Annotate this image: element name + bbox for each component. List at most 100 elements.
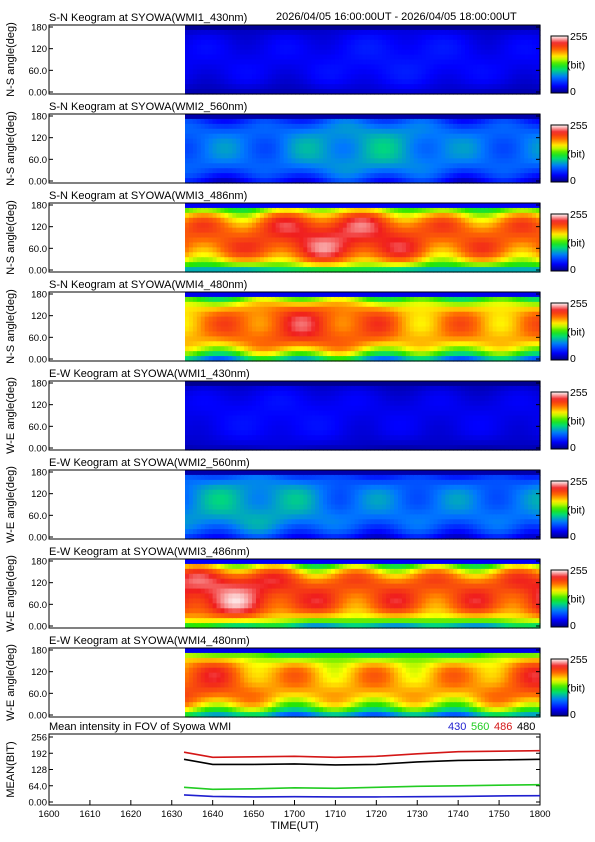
- keogram-cell: [299, 89, 304, 95]
- keogram-cell: [232, 356, 237, 362]
- keogram-cell: [401, 326, 407, 333]
- keogram-cell: [504, 257, 510, 263]
- keogram-cell: [528, 79, 533, 85]
- keogram-cell: [236, 138, 241, 145]
- keogram-cell: [465, 321, 470, 328]
- keogram-cell: [287, 173, 293, 179]
- keogram-cell: [457, 252, 462, 258]
- keogram-cell: [441, 296, 446, 303]
- keogram-cell: [319, 168, 324, 174]
- keogram-cell: [409, 242, 415, 248]
- keogram-cell: [267, 311, 273, 318]
- keogram-cell: [192, 84, 198, 90]
- keogram-cell: [346, 34, 352, 41]
- keogram-cell: [453, 29, 458, 36]
- keogram-cell: [504, 64, 510, 70]
- keogram-cell: [275, 346, 281, 352]
- keogram-cell: [220, 49, 226, 56]
- keogram-cell: [319, 252, 324, 258]
- keogram-cell: [366, 89, 371, 95]
- keogram-cell: [248, 123, 253, 130]
- keogram-cell: [299, 227, 304, 234]
- keogram-cell: [413, 292, 419, 298]
- keogram-cell: [386, 29, 391, 36]
- keogram-cell: [327, 84, 332, 90]
- keogram-cell: [536, 123, 541, 130]
- keogram-cell: [508, 178, 513, 184]
- keogram-cell: [236, 321, 241, 328]
- keogram-cell: [200, 168, 206, 174]
- keogram-cell: [338, 267, 344, 273]
- keogram-cell: [330, 168, 336, 174]
- keogram-cell: [445, 336, 450, 342]
- keogram-cell: [421, 237, 427, 244]
- keogram-cell: [188, 311, 194, 318]
- keogram-cell: [307, 128, 312, 135]
- keogram-cell: [283, 49, 289, 56]
- keogram-cell: [319, 54, 324, 61]
- keogram-cell: [476, 292, 482, 298]
- keogram-cell: [524, 143, 529, 150]
- keogram-cell: [413, 212, 419, 219]
- keogram-cell: [256, 64, 261, 70]
- keogram-cell: [256, 247, 261, 253]
- keogram-cell: [421, 89, 427, 95]
- keogram-cell: [394, 133, 399, 140]
- keogram-cell: [323, 306, 328, 313]
- keogram-cell: [323, 79, 328, 85]
- keogram-cell: [484, 153, 490, 159]
- keogram-cell: [228, 232, 233, 239]
- keogram-cell: [267, 321, 273, 328]
- keogram-cell: [196, 79, 202, 85]
- keogram-cell: [492, 128, 498, 135]
- keogram-cell: [220, 207, 226, 214]
- keogram-cell: [496, 227, 502, 234]
- keogram-cell: [256, 128, 261, 135]
- keogram-cell: [338, 326, 344, 333]
- keogram-cell: [469, 351, 474, 357]
- keogram-cell: [453, 89, 458, 95]
- keogram-cell: [465, 326, 470, 333]
- keogram-cell: [469, 326, 474, 333]
- keogram-cell: [267, 163, 273, 169]
- keogram-cell: [252, 39, 257, 46]
- keogram-cell: [323, 49, 328, 56]
- keogram-cell: [504, 203, 510, 209]
- keogram-cell: [362, 79, 368, 85]
- keogram-cell: [390, 242, 395, 248]
- keogram-cell: [216, 123, 222, 130]
- keogram-cell: [192, 128, 198, 135]
- keogram-cell: [362, 44, 368, 51]
- keogram-cell: [346, 54, 352, 61]
- keogram-cell: [441, 326, 446, 333]
- keogram-cell: [449, 59, 454, 66]
- keogram-cell: [425, 158, 431, 164]
- keogram-cell: [342, 158, 348, 164]
- keogram-cell: [390, 321, 395, 328]
- keogram-cell: [267, 237, 273, 244]
- keogram-cell: [421, 79, 427, 85]
- keogram-cell: [232, 321, 237, 328]
- keogram-cell: [342, 74, 348, 80]
- keogram-cell: [476, 296, 482, 303]
- keogram-cell: [342, 351, 348, 357]
- keogram-cell: [362, 128, 368, 135]
- keogram-panel: S-N Keogram at SYOWA(WMI3_486nm)18012060…: [5, 190, 588, 277]
- keogram-cell: [188, 247, 194, 253]
- keogram-cell: [461, 25, 466, 31]
- keogram-cell: [504, 212, 510, 219]
- keogram-cell: [295, 203, 300, 209]
- keogram-cell: [476, 148, 482, 155]
- keogram-cell: [398, 158, 403, 164]
- keogram-cell: [504, 118, 510, 125]
- keogram-cell: [469, 133, 474, 140]
- keogram-cell: [342, 114, 348, 120]
- keogram-cell: [401, 64, 407, 70]
- keogram-cell: [196, 44, 202, 51]
- keogram-cell: [417, 356, 423, 362]
- keogram-cell: [319, 148, 324, 155]
- keogram-cell: [469, 34, 474, 41]
- keogram-cell: [465, 123, 470, 130]
- keogram-cell: [445, 148, 450, 155]
- keogram-cell: [204, 203, 210, 209]
